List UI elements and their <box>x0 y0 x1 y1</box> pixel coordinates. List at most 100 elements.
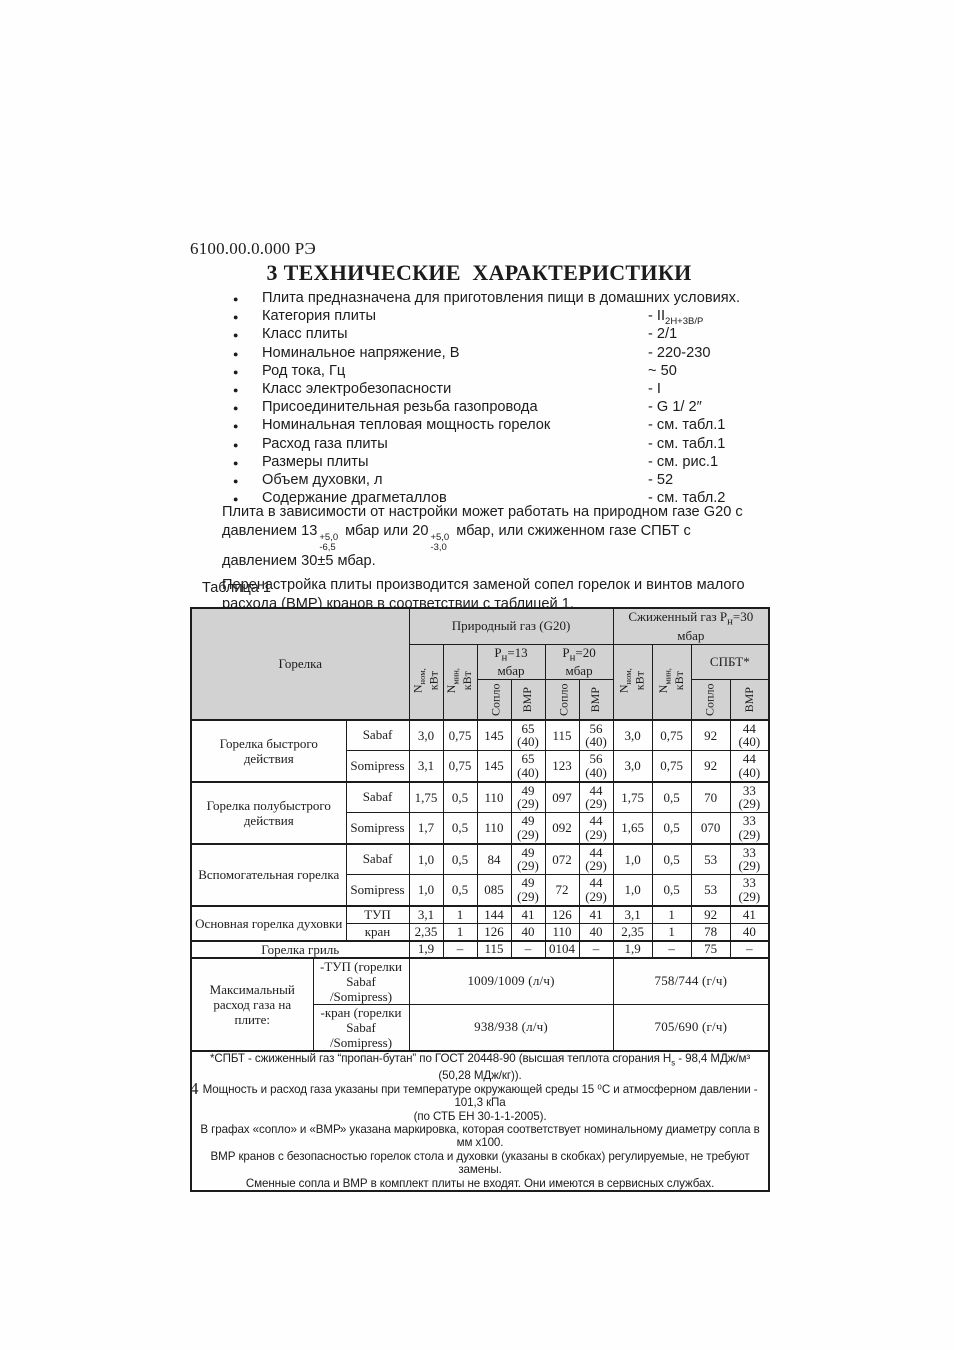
spec-value: - II2H+3B/P <box>648 308 704 328</box>
spec-row-gas-flow: ● Расход газа плиты - см. табл.1 <box>190 436 768 454</box>
value-cell: 1,65 <box>612 812 653 845</box>
header-vmr-13: ВМР <box>510 679 546 721</box>
value-cell: 3,0 <box>612 718 653 752</box>
footnote-line: В графах «сопло» и «ВМР» указана маркиро… <box>200 1123 760 1150</box>
value-cell: 0,5 <box>442 874 478 907</box>
value-cell: 0,5 <box>442 842 478 876</box>
bullet-icon: ● <box>233 421 239 432</box>
document-number: 6100.00.0.000 РЭ <box>190 239 316 258</box>
value-cell: 92 <box>690 750 731 783</box>
value-cell: 0,5 <box>651 780 692 814</box>
value-cell: – <box>729 939 770 959</box>
value-cell: 1 <box>651 922 692 942</box>
value-cell: 49 (29) <box>510 780 546 814</box>
spec-row-elec-safety: ● Класс электробезопасности - I <box>190 381 768 399</box>
value-cell: 3,0 <box>408 718 444 752</box>
value-cell: 0,75 <box>442 718 478 752</box>
spec-row-intro: ● Плита предназначена для приготовления … <box>190 290 768 308</box>
value-cell: 65 (40) <box>510 750 546 783</box>
value-cell: 145 <box>476 718 512 752</box>
brand-cell: Sabaf <box>345 842 410 876</box>
footnote-line: *СПБТ - сжиженный газ “пропан-бутан” по … <box>209 1051 751 1083</box>
spec-row-current: ● Род тока, Гц ~ 50 <box>190 363 768 381</box>
bullet-icon: ● <box>233 403 239 414</box>
value-cell: 0,5 <box>442 780 478 814</box>
value-cell: 56 (40) <box>578 750 614 783</box>
value-cell: 1 <box>442 922 478 942</box>
value-cell: 3,1 <box>612 904 653 924</box>
value-cell: 44 (40) <box>729 750 770 783</box>
value-cell: 40 <box>578 922 614 942</box>
spec-row-dimensions: ● Размеры плиты - см. рис.1 <box>190 454 768 472</box>
value-cell: 92 <box>690 904 731 924</box>
header-n-nominal-lpg: Nном, кВт <box>612 643 653 721</box>
brand-cell: ТУП <box>345 904 410 924</box>
table-row: Вспомогательная горелка Sabaf 1,0 0,5 84… <box>190 842 770 907</box>
body-paragraphs: Плита в зависимости от настройки может р… <box>222 503 769 619</box>
bullet-icon: ● <box>233 312 239 323</box>
header-nozzle-13: Сопло <box>476 679 512 721</box>
spec-label: Объем духовки, л <box>262 471 383 488</box>
max-flow-sub-label: -кран (горелки Sabaf /Somipress) <box>312 1003 410 1052</box>
spec-value: - см. табл.1 <box>648 435 726 452</box>
header-vmr-20: ВМР <box>578 679 614 721</box>
brand-cell: Sabaf <box>345 780 410 814</box>
footnote-line: Мощность и расход газа указаны при темпе… <box>202 1082 758 1110</box>
value-cell: 0,5 <box>651 874 692 907</box>
spec-value: - 2/1 <box>648 326 678 343</box>
spec-label: Плита предназначена для приготовления пи… <box>262 290 741 306</box>
brand-cell: Sabaf <box>345 718 410 752</box>
value-cell: 1,9 <box>612 939 653 959</box>
value-cell: 3,1 <box>408 904 444 924</box>
bullet-icon: ● <box>233 348 239 359</box>
spec-row-class: ● Класс плиты - 2/1 <box>190 326 768 344</box>
value-cell: 40 <box>510 922 546 942</box>
value-cell: 110 <box>476 780 512 814</box>
value-cell: 1,7 <box>408 812 444 845</box>
value-cell: 145 <box>476 750 512 783</box>
value-cell: 1,0 <box>408 874 444 907</box>
max-flow-label: Максимальный расход газа на плите: <box>190 956 314 1052</box>
value-cell: 2,35 <box>612 922 653 942</box>
value-cell: – <box>651 939 692 959</box>
spec-label: Категория плиты <box>262 308 377 325</box>
value-cell: 070 <box>690 812 731 845</box>
value-cell: 126 <box>544 904 580 924</box>
value-cell: 1,0 <box>408 842 444 876</box>
max-flow-natural-value: 938/938 (л/ч) <box>408 1003 614 1052</box>
value-cell: 1,75 <box>408 780 444 814</box>
value-cell: 0,5 <box>651 842 692 876</box>
spec-label: Класс плиты <box>262 326 348 343</box>
burner-spec-table: Горелка Природный газ (G20) Сжиженный га… <box>190 607 771 1193</box>
value-cell: 40 <box>729 922 770 942</box>
value-cell: 085 <box>476 874 512 907</box>
spec-label: Номинальное напряжение, В <box>262 344 460 361</box>
value-cell: 65 (40) <box>510 718 546 752</box>
bullet-icon: ● <box>233 439 239 450</box>
value-cell: 41 <box>578 904 614 924</box>
value-cell: 097 <box>544 780 580 814</box>
value-cell: 44 (29) <box>578 842 614 876</box>
header-vmr-spbt: ВМР <box>729 679 770 721</box>
table-row: Somipress 1,0 0,5 085 49 (29) 72 44 (29)… <box>191 874 770 907</box>
max-flow-lpg-value: 705/690 (г/ч) <box>612 1003 770 1052</box>
spec-row-oven-volume: ● Объем духовки, л - 52 <box>190 472 768 490</box>
spec-row-thread: ● Присоединительная резьба газопровода -… <box>190 399 768 417</box>
spec-label: Присоединительная резьба газопровода <box>262 399 538 416</box>
value-cell: 1 <box>442 904 478 924</box>
table-row-grill: Горелка гриль 1,9 – 115 – 0104 – 1,9 – 7… <box>190 939 770 959</box>
value-cell: 41 <box>729 904 770 924</box>
value-cell: 3,0 <box>612 750 653 783</box>
spec-value: - G 1/ 2″ <box>648 399 702 416</box>
brand-cell: кран <box>345 922 410 942</box>
paragraph-gas-pressure: Плита в зависимости от настройки может р… <box>222 504 743 569</box>
value-cell: 84 <box>476 842 512 876</box>
value-cell: 1,75 <box>612 780 653 814</box>
footnote-line: (по СТБ ЕН 30-1-1-2005). <box>413 1109 547 1123</box>
spec-row-precious-metals: ● Содержание драгметаллов - см. табл.2 <box>190 490 768 508</box>
header-spbt: СПБТ* <box>690 643 770 681</box>
value-cell: 115 <box>544 718 580 752</box>
burner-name: Основная горелка духовки <box>190 904 347 942</box>
spec-row-power: ● Номинальная тепловая мощность горелок … <box>190 417 768 435</box>
